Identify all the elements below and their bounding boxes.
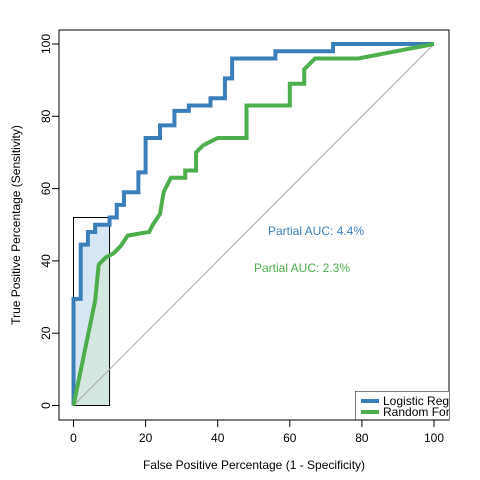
x-axis-label: False Positive Percentage (1 - Specifici… xyxy=(143,458,365,472)
x-tick-label: 20 xyxy=(139,431,153,445)
legend-box xyxy=(355,391,449,420)
auc-annotation-logistic: Partial AUC: 4.4% xyxy=(268,224,364,238)
y-tick-label: 0 xyxy=(39,402,53,409)
y-axis-label: True Positive Percentage (Sensitivity) xyxy=(9,125,23,325)
roc-curve-forest xyxy=(71,42,435,406)
x-tick-label: 80 xyxy=(355,431,369,445)
x-tick-label: 40 xyxy=(211,431,225,445)
y-tick-label: 20 xyxy=(39,326,53,340)
y-tick-label: 80 xyxy=(39,109,53,123)
y-tick-label: 100 xyxy=(39,34,53,54)
x-tick-label: 60 xyxy=(283,431,297,445)
y-tick-label: 60 xyxy=(39,182,53,196)
legend-label: Random Forest xyxy=(383,405,466,419)
legend-label: Logistic Regression xyxy=(383,394,480,408)
y-tick-label: 40 xyxy=(39,254,53,268)
y-axis: 0 20 40 60 80 100 xyxy=(39,34,60,409)
x-axis: 0 20 40 60 80 100 xyxy=(70,419,444,445)
x-tick-label: 100 xyxy=(424,431,444,445)
roc-curve-logistic xyxy=(71,42,434,406)
auc-annotations: Partial AUC: 4.4% Partial AUC: 2.3% xyxy=(254,224,364,275)
roc-curves xyxy=(71,42,435,406)
reference-diagonal xyxy=(73,43,435,406)
x-tick-label: 0 xyxy=(70,431,77,445)
auc-annotation-forest: Partial AUC: 2.3% xyxy=(254,261,350,275)
